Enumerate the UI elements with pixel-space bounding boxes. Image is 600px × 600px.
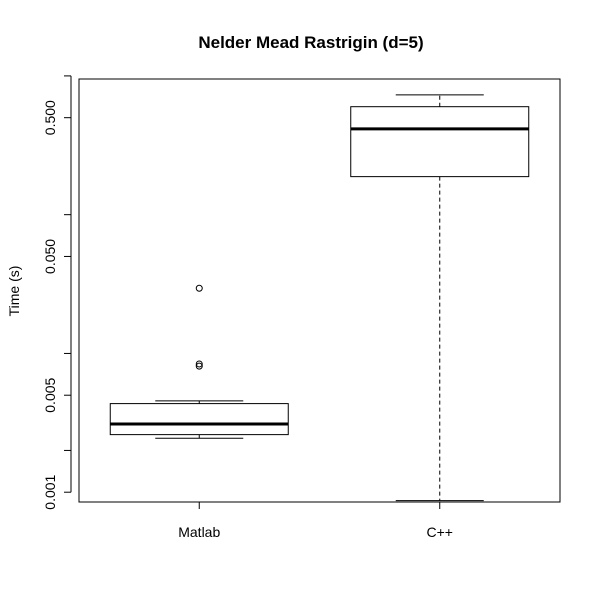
- y-tick-label: 0.005: [42, 377, 58, 412]
- box-c-: [350, 94, 530, 502]
- x-axis: Matlab C++: [178, 502, 453, 540]
- outlier-point: [195, 360, 203, 368]
- box-matlab: [109, 284, 289, 439]
- iqr-box: [109, 403, 289, 436]
- boxes-layer: [109, 94, 530, 502]
- y-tick-label: 0.001: [42, 474, 58, 509]
- outlier-point: [195, 362, 203, 370]
- y-tick-label: 0.500: [42, 100, 58, 135]
- x-tick-label: C++: [427, 524, 453, 540]
- outlier-point: [195, 284, 203, 292]
- plot-frame: [78, 78, 561, 503]
- chart-title: Nelder Mead Rastrigin (d=5): [198, 33, 423, 52]
- y-axis-label: Time (s): [6, 266, 22, 317]
- iqr-box: [350, 106, 530, 178]
- y-tick-label: 0.050: [42, 239, 58, 274]
- y-axis: 0.001 0.005 0.050 0.500: [42, 75, 72, 510]
- x-tick-label: Matlab: [178, 524, 220, 540]
